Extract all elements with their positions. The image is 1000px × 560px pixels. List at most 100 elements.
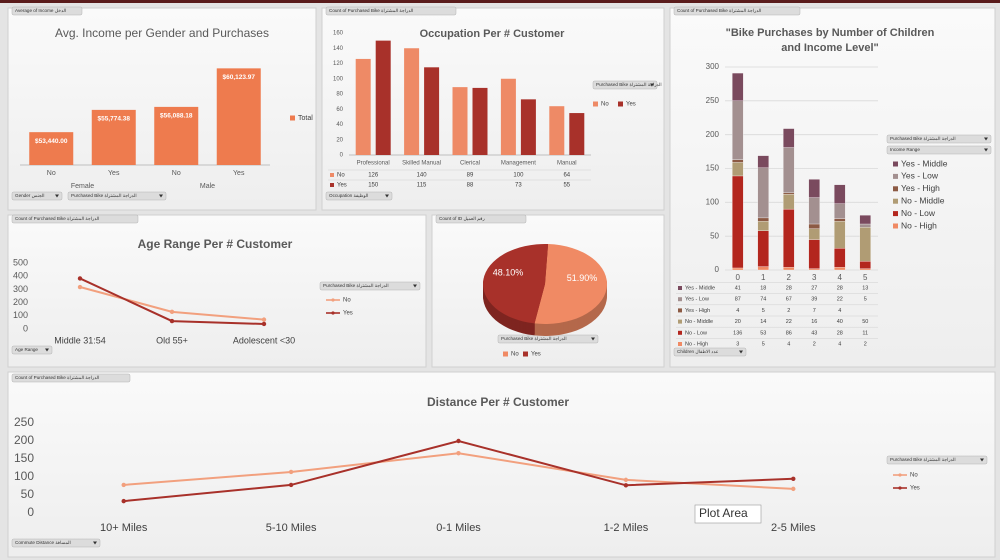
chart-title: Avg. Income per Gender and Purchases — [55, 26, 269, 40]
bar — [424, 67, 440, 155]
field-button — [673, 347, 747, 357]
field-button — [886, 145, 992, 155]
field-button-label[interactable]: Commute Distance المسافة — [15, 540, 71, 545]
field-button-label[interactable]: Purchased Bike الدراجة المشتراة — [323, 283, 389, 289]
y-tick-label: 150 — [14, 451, 34, 465]
field-button-label[interactable]: Purchased Bike الدراجة المشتراة — [596, 82, 662, 88]
table-row-label: Yes — [337, 183, 347, 189]
field-button-label[interactable]: Purchased Bike الدراجة المشتراة — [501, 336, 567, 342]
bar-segment — [757, 217, 769, 222]
field-button-label[interactable]: Count of Purchased Bike الدراجة المشتراة — [329, 8, 413, 14]
legend-swatch — [893, 198, 898, 204]
table-value: 43 — [811, 330, 817, 336]
legend-marker — [331, 311, 335, 315]
table-row-label: Yes - Middle — [685, 285, 715, 291]
table-value: 39 — [811, 297, 817, 303]
bar — [404, 48, 420, 155]
x-tick-label: 10+ Miles — [100, 522, 148, 534]
point — [623, 483, 629, 488]
field-button-label[interactable]: Age Range — [15, 347, 38, 352]
x-tick-label: Professional — [357, 161, 390, 167]
field-button-label[interactable]: Occupation الوظيفة — [329, 193, 368, 199]
x-tick-label: 5-10 Miles — [266, 522, 317, 534]
field-button-label[interactable]: Average of Income الدخل — [15, 8, 66, 13]
field-button-label[interactable]: Purchased Bike الدراجة المشتراة — [71, 193, 137, 199]
y-tick-label: 60 — [336, 107, 343, 113]
bar — [91, 109, 136, 165]
table-value: 27 — [811, 285, 817, 291]
bar-segment — [757, 155, 769, 168]
field-button — [325, 191, 393, 201]
bar — [549, 106, 565, 155]
field-button-label[interactable]: Purchased Bike الدراجة المشتراة — [890, 136, 956, 142]
field-button-label[interactable]: Count of Purchased Bike الدراجة المشتراة — [15, 216, 99, 222]
legend-label: Total — [298, 115, 313, 122]
bar-segment — [859, 223, 871, 228]
field-button-label[interactable]: Purchased Bike الدراجة المشتراة — [890, 457, 956, 463]
bar-segment — [834, 184, 846, 204]
legend-label: No - Middle — [901, 195, 945, 205]
table-value: 64 — [563, 173, 570, 179]
dropdown-arrow — [650, 83, 654, 87]
bar-segment — [783, 194, 795, 210]
table-value: 11 — [862, 330, 868, 336]
y-tick-label: 0 — [340, 153, 344, 159]
x-tick-label: 1-2 Miles — [604, 522, 649, 534]
bar — [520, 99, 536, 155]
point — [791, 486, 796, 492]
x-tick-label: Manual — [557, 161, 577, 167]
data-label: 48.10% — [493, 268, 524, 278]
bar-segment — [757, 266, 769, 271]
legend-label: Yes — [910, 486, 920, 492]
point — [169, 309, 175, 315]
bar — [452, 87, 468, 155]
bar-segment — [783, 192, 795, 195]
field-button-label[interactable]: Children عدد الاطفال — [677, 349, 719, 354]
bar-segment — [808, 179, 820, 198]
bar-segment — [757, 221, 769, 231]
legend-label: Yes — [531, 352, 541, 358]
bar-segment — [859, 261, 871, 269]
x-tick-label: 2 — [787, 273, 792, 282]
group-label: Female — [71, 183, 94, 190]
x-tick-label: Middle 31:54 — [54, 335, 106, 345]
table-value: 4 — [838, 308, 841, 314]
table-value: 86 — [786, 330, 792, 336]
y-tick-label: 400 — [13, 271, 28, 281]
x-tick-label: Clerical — [460, 161, 480, 167]
bar — [375, 40, 391, 155]
x-tick-label: Management — [501, 161, 536, 167]
y-tick-label: 160 — [333, 31, 344, 37]
legend-label: No — [511, 352, 519, 358]
field-button — [673, 6, 801, 16]
panel — [669, 7, 996, 368]
pie-slice — [534, 244, 607, 324]
dropdown-arrow — [739, 350, 743, 354]
field-button-label[interactable]: Gender الجنس — [15, 193, 45, 199]
field-button-label[interactable]: Count of Purchased Bike الدراجة المشتراة — [677, 8, 761, 14]
field-button — [67, 191, 167, 201]
y-tick-label: 250 — [14, 415, 34, 429]
x-tick-label: 4 — [838, 273, 843, 282]
table-value: 2 — [864, 341, 867, 347]
table-value: 22 — [837, 297, 843, 303]
point — [288, 482, 294, 488]
field-button-label[interactable]: Count of ID رقم العميل — [439, 216, 485, 222]
bar-segment — [808, 197, 820, 225]
legend-swatch — [290, 115, 295, 121]
table-value: 13 — [862, 285, 868, 291]
table-value: 4 — [838, 341, 841, 347]
table-value: 126 — [368, 173, 379, 179]
table-value: 20 — [735, 319, 741, 325]
x-tick-label: Yes — [108, 170, 120, 177]
x-tick-label: 1 — [761, 273, 766, 282]
field-button — [11, 191, 63, 201]
x-tick-label: No — [47, 170, 56, 177]
legend-label: No — [343, 298, 351, 304]
table-swatch — [678, 308, 682, 313]
table-value: 2 — [787, 308, 790, 314]
chart-title: Distance Per # Customer — [427, 395, 569, 409]
field-button-label[interactable]: Income Range — [890, 147, 920, 152]
field-button-label[interactable]: Count of Purchased Bike الدراجة المشتراة — [15, 375, 99, 381]
